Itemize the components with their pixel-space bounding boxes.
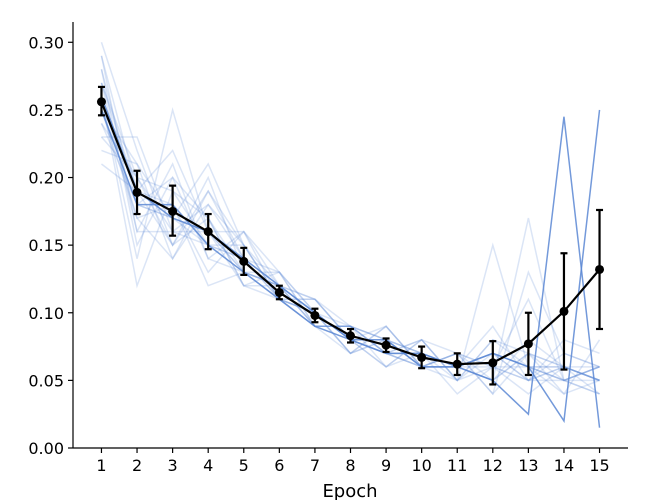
- mean-point-epoch-7: [310, 310, 320, 320]
- x-tick-label: 13: [518, 456, 538, 475]
- mean-point-epoch-11: [452, 359, 462, 369]
- run-11-line: [100, 82, 600, 382]
- run-14-line: [101, 149, 600, 382]
- mean-point-epoch-4: [203, 227, 213, 237]
- x-tick-label: 4: [203, 456, 213, 475]
- x-tick-label: 3: [168, 456, 178, 475]
- mean-point-epoch-5: [239, 256, 249, 266]
- mean-point-epoch-8: [346, 331, 355, 341]
- y-tick-label: 0.15: [28, 236, 64, 255]
- mean-point-epoch-2: [132, 187, 142, 197]
- x-tick-label: 9: [381, 456, 391, 475]
- mean-point-epoch-1: [96, 97, 106, 107]
- mean-point-epoch-3: [168, 206, 178, 216]
- y-tick-label: 0.00: [28, 439, 64, 458]
- y-tick-label: 0.10: [28, 304, 64, 323]
- run-18-line: [100, 136, 600, 382]
- x-tick-label: 12: [483, 456, 503, 475]
- y-tick-label: 0.20: [28, 169, 64, 188]
- run-17-line: [100, 55, 600, 382]
- mean-point-epoch-12: [488, 358, 498, 368]
- x-axis-title: Epoch: [322, 481, 377, 500]
- mean-point-epoch-6: [274, 287, 284, 297]
- x-tick-label: 1: [96, 456, 106, 475]
- mean-point-epoch-9: [381, 340, 391, 350]
- mean-point-epoch-15: [595, 264, 605, 274]
- x-tick-label: 6: [274, 456, 284, 475]
- y-tick-label: 0.05: [28, 371, 64, 390]
- mean-point-epoch-10: [417, 352, 427, 362]
- x-tick-label: 15: [589, 456, 609, 475]
- x-tick-label: 14: [554, 456, 574, 475]
- axes: 0.000.050.100.150.200.250.301 2 3 4 5 6 7 8 9 10 1…: [28, 22, 628, 475]
- x-tick-label: 8: [345, 456, 355, 475]
- y-tick-label: 0.25: [28, 101, 64, 120]
- run-lines: [100, 42, 601, 428]
- run-19-line: [100, 82, 601, 395]
- x-tick-label: 7: [310, 456, 320, 475]
- y-tick-label: 0.30: [28, 33, 64, 52]
- x-tick-label: 2: [132, 456, 142, 475]
- x-tick-label: 10: [411, 456, 431, 475]
- mean-point-epoch-14: [559, 306, 569, 316]
- run-8-line: [100, 55, 600, 395]
- x-tick-label: 11: [447, 456, 467, 475]
- x-tick-label: 5: [239, 456, 249, 475]
- mean-point-epoch-13: [523, 339, 533, 349]
- mean-series: [96, 97, 605, 369]
